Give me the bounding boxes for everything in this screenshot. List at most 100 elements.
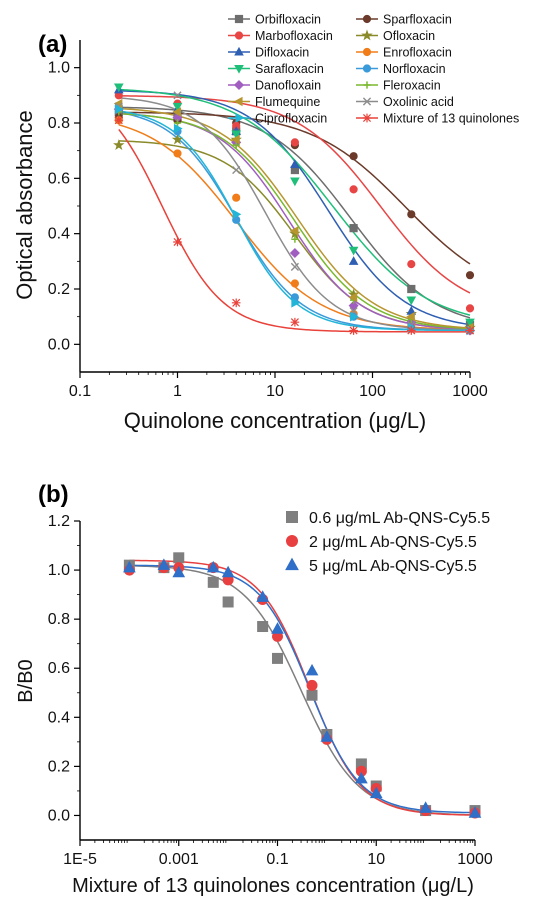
legend-a-marker-5-shape: [362, 47, 372, 57]
legend-a-label-3: Ofloxacin: [383, 29, 435, 43]
panel-0-series-1-point: [465, 271, 475, 280]
panel-1-series-2-point: [419, 801, 432, 813]
panel-1-series-1-fit-line: [129, 559, 476, 816]
panel-0-series-4-fit-line: [118, 90, 471, 326]
legend-a-label-5: Enrofloxacin: [383, 46, 452, 60]
panel-1-series-2-point: [305, 663, 319, 676]
panel-0-ytick-label: 0.6: [48, 170, 70, 187]
panel-0-series-5-point: [290, 279, 300, 288]
legend-a-marker-5: [362, 47, 372, 57]
panel-0-series-13-point-shape: [114, 115, 124, 125]
panel-0-xtick-label: 1: [173, 383, 182, 400]
panel-0-ytick-label: 0.2: [48, 281, 70, 298]
legend-a-marker-3: [361, 29, 373, 41]
panel-0-xtick-label: 100: [359, 383, 386, 400]
panel-0-series-12-point-shape: [115, 104, 124, 114]
panel-0-series-12-point-shape: [350, 311, 359, 322]
legend-a-label-11: Oxolinic acid: [383, 95, 454, 109]
legend-a-marker-12: [235, 113, 245, 123]
legend-a-marker-1: [362, 14, 372, 24]
panel-1-ytick-label: 0.2: [48, 758, 70, 775]
panel-0-series-13-point-shape: [465, 326, 475, 335]
panel-1-series-2-point: [206, 560, 220, 573]
panel-0-series-13-point: [231, 298, 241, 308]
panel-0-series-8-point: [289, 248, 300, 259]
panel-0-series-13-point: [173, 237, 182, 247]
legend-a-marker-4-shape: [234, 46, 244, 56]
panel-0-ytick-label: 0.4: [48, 226, 70, 243]
panel-0-series-8-point-shape: [348, 300, 359, 311]
panel-0-series-5-point-shape: [173, 149, 182, 158]
panel-0-series-13-point: [465, 326, 475, 335]
panel-1-series-2-point: [271, 622, 284, 634]
panel-0-series-11-point: [290, 262, 299, 271]
panel-0-series-3-point: [171, 133, 184, 145]
panel-1-ytick-label: 1.0: [48, 562, 70, 579]
panel-0-series-2-point-shape: [290, 138, 300, 147]
legend-a-marker-13: [362, 113, 372, 123]
panel-0-series-6-point: [172, 102, 183, 112]
panel-1-series-2-point-shape: [355, 771, 368, 784]
panel-1-series-0-point-shape: [257, 621, 269, 633]
panel-0-xtick-label: 1000: [452, 383, 488, 400]
legend-b-label-2: 5 μg/mL Ab-QNS-Cy5.5: [309, 558, 477, 575]
panel-1-xtick-label: 1000: [457, 851, 493, 868]
panel-0-series-11-point-shape: [290, 262, 299, 271]
panel-0-series-6-point: [113, 83, 124, 93]
panel-0-series-0-point: [349, 224, 358, 233]
panel-b-label: (b): [38, 481, 69, 508]
panel-0-series-13-point-shape: [290, 317, 300, 327]
legend-a-label-1: Sparfloxacin: [383, 13, 452, 27]
legend-a-marker-10: [233, 96, 243, 107]
panel-0-series-1-point: [407, 210, 416, 219]
legend-b-label-0: 0.6 μg/mL Ab-QNS-Cy5.5: [309, 510, 490, 527]
legend-a-marker-4: [234, 46, 244, 56]
panel-0-series-4-point-shape: [348, 256, 359, 265]
panel-0-series-10-point: [289, 226, 299, 236]
panel-0-series-13-point: [290, 317, 300, 327]
panel-1-series-2-point-shape: [157, 558, 171, 570]
legend-a-label-8: Danofloxain: [255, 79, 321, 93]
panel-1-ytick-label: 0.6: [48, 660, 70, 677]
panel-0-series-12-point-shape: [232, 209, 242, 220]
panel-0-series-13-point: [406, 326, 416, 335]
legend-b-marker-2: [285, 557, 299, 571]
panel-0-series-2-point: [465, 304, 475, 313]
legend-a-label-12: Ciprofloxacin: [255, 112, 327, 126]
panel-1-series-2-point-shape: [468, 806, 482, 818]
panel-0-ytick-label: 0.0: [48, 336, 70, 353]
legend-a-marker-12-shape: [235, 113, 245, 123]
panel-0-series-5-point-shape: [232, 193, 241, 202]
panel-0-series-8-point-shape: [289, 248, 300, 259]
panel-1-series-2-point: [355, 771, 368, 784]
panel-0-series-3-point-shape: [113, 139, 125, 151]
panel-1-series-2-point-shape: [369, 786, 383, 799]
panel-0-series-6-point-shape: [465, 318, 475, 328]
panel-1-series-1-point: [306, 679, 318, 691]
panel-1-series-2-point-shape: [419, 801, 432, 813]
panel-0-series-6-point-shape: [406, 296, 417, 306]
panel-0-series-10-point-shape: [406, 311, 415, 322]
panel-a-label: (a): [38, 31, 67, 58]
legend-b-marker-1: [286, 535, 298, 547]
panel-0-series-6-point: [348, 246, 359, 256]
legend-a-label-7: Norfloxacin: [383, 62, 446, 76]
legend-a-marker-8-shape: [233, 79, 245, 91]
panel-0-series-12-point: [173, 123, 183, 134]
legend-a-marker-3-shape: [361, 29, 373, 41]
legend-a-marker-2-shape: [234, 31, 244, 40]
panel-0-series-1-point: [349, 152, 358, 161]
panel-0-series-9-point-shape: [232, 141, 240, 149]
panel-1-series-2-point-shape: [172, 565, 186, 578]
panel-0-series-13-point-shape: [231, 298, 241, 308]
panel-1-xtick-label: 0.001: [159, 851, 199, 868]
panel-0-series-6-point: [231, 130, 242, 140]
panel-0-series-3-point: [113, 139, 125, 151]
panel-0-series-12-point: [115, 104, 124, 114]
legend-a-label-2: Marbofloxacin: [255, 29, 333, 43]
panel-0-series-2-point: [349, 185, 358, 194]
panel-0-series-11-point-shape: [232, 165, 241, 175]
panel-0-series-0-point: [407, 284, 416, 294]
panel-0-series-11-point: [232, 165, 241, 175]
panel-0-series-8-point: [348, 300, 359, 311]
